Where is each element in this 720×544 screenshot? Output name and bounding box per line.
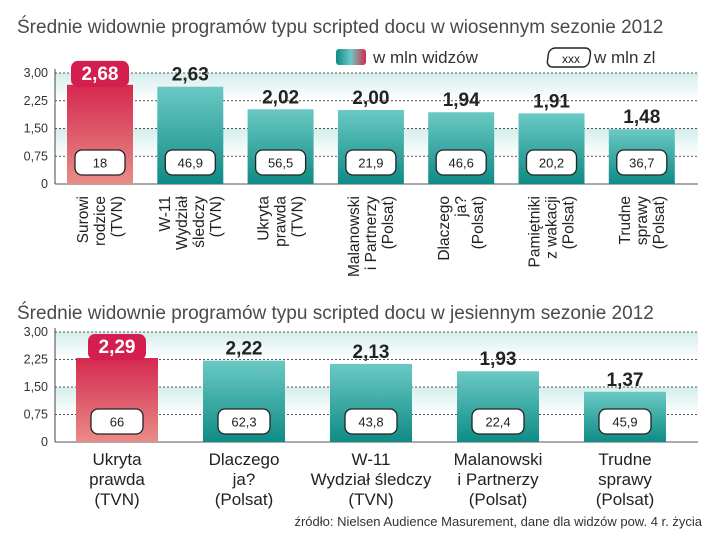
legend-money-box-text: xxx bbox=[562, 52, 580, 66]
value-label: 2,68 bbox=[82, 64, 119, 85]
category-label: (TVN) bbox=[290, 196, 307, 237]
value-label: 2,13 bbox=[353, 342, 390, 363]
autumn-2012-chart: 00,751,502,253,002,2966Ukrytaprawda(TVN)… bbox=[24, 325, 698, 509]
category-label: ja? bbox=[232, 470, 256, 489]
category-label: Malanowski bbox=[346, 196, 363, 277]
money-label: 46,6 bbox=[449, 156, 474, 171]
category-label: (Polsat) bbox=[651, 196, 668, 249]
category-label: W-11 bbox=[157, 196, 174, 232]
money-box bbox=[217, 408, 271, 435]
category-label: Dlaczego bbox=[436, 196, 453, 261]
money-box bbox=[74, 149, 126, 176]
category-label: Wydział bbox=[174, 195, 191, 250]
chart1-title: Średnie widownie programów typu scripted… bbox=[17, 16, 663, 38]
y-tick-label: 0,75 bbox=[24, 408, 48, 422]
category-label: (TVN) bbox=[94, 490, 139, 509]
category-label: Trudne bbox=[617, 196, 634, 245]
money-label: 22,4 bbox=[485, 415, 510, 430]
category-label: prawda bbox=[273, 196, 290, 247]
money-label: 20,2 bbox=[539, 156, 564, 171]
y-tick-label: 1,50 bbox=[24, 122, 48, 136]
value-label: 2,63 bbox=[172, 65, 209, 86]
category-label: (Polsat) bbox=[215, 490, 274, 509]
value-label-badge bbox=[88, 334, 146, 361]
category-label: (Polsat) bbox=[596, 490, 655, 509]
money-label: 66 bbox=[110, 415, 124, 430]
money-box bbox=[435, 149, 487, 176]
money-label: 21,9 bbox=[358, 156, 383, 171]
money-box bbox=[90, 408, 144, 435]
grid-band bbox=[55, 332, 698, 360]
y-tick-label: 0,75 bbox=[24, 149, 48, 163]
money-box bbox=[525, 149, 578, 176]
y-tick-label: 1,50 bbox=[24, 380, 48, 394]
category-label: ja? bbox=[453, 196, 470, 218]
money-label: 46,9 bbox=[178, 156, 203, 171]
y-tick-label: 3,00 bbox=[24, 325, 48, 339]
category-label: (TVN) bbox=[208, 196, 225, 237]
value-label: 1,48 bbox=[623, 107, 660, 128]
value-label-badge bbox=[71, 60, 129, 87]
category-label: (TVN) bbox=[109, 196, 126, 237]
value-label: 1,93 bbox=[480, 349, 517, 370]
y-tick-label: 2,25 bbox=[24, 353, 48, 367]
category-label: Surowi bbox=[75, 196, 92, 243]
category-label: Dlaczego bbox=[209, 450, 280, 469]
category-label: sprawy bbox=[598, 470, 652, 489]
money-label: 45,9 bbox=[612, 415, 637, 430]
category-label: i Partnerzy bbox=[363, 196, 380, 270]
y-tick-label: 3,00 bbox=[24, 66, 48, 80]
category-label: (Polsat) bbox=[561, 196, 578, 249]
value-label: 1,94 bbox=[443, 90, 480, 111]
legend-viewers-swatch bbox=[336, 49, 366, 65]
category-label: prawda bbox=[89, 470, 145, 489]
legend-money-label: w mln zl bbox=[593, 48, 655, 67]
source-note: źródło: Nielsen Audience Masurement, dan… bbox=[294, 514, 702, 529]
legend-viewers-label: w mln widzów bbox=[372, 48, 479, 67]
category-label: z wakacji bbox=[544, 196, 561, 259]
category-label: Malanowski bbox=[454, 450, 543, 469]
value-label: 2,00 bbox=[352, 88, 389, 109]
value-label: 2,22 bbox=[226, 339, 263, 360]
money-box bbox=[616, 149, 668, 176]
money-label: 43,8 bbox=[358, 415, 383, 430]
category-label: (TVN) bbox=[348, 490, 393, 509]
category-label: (Polsat) bbox=[469, 490, 528, 509]
category-label: Ukryta bbox=[256, 196, 273, 241]
y-tick-label: 0 bbox=[41, 435, 48, 449]
category-label: Wydział śledczy bbox=[311, 470, 432, 489]
money-box bbox=[164, 149, 216, 176]
money-box bbox=[345, 149, 397, 176]
y-tick-label: 0 bbox=[41, 177, 48, 191]
category-label: W-11 bbox=[351, 450, 390, 469]
legend-money-box bbox=[546, 47, 592, 68]
money-box bbox=[598, 408, 652, 435]
value-label: 1,37 bbox=[607, 370, 644, 391]
category-label: rodzice bbox=[92, 196, 109, 246]
category-label: śledczy bbox=[191, 196, 208, 248]
money-box bbox=[344, 408, 398, 435]
category-label: Pamiętniki bbox=[527, 196, 544, 268]
category-label: (Polsat) bbox=[470, 196, 487, 249]
value-label: 1,91 bbox=[533, 91, 570, 112]
money-label: 18 bbox=[93, 156, 107, 171]
money-box bbox=[254, 149, 307, 176]
money-label: 36,7 bbox=[629, 156, 654, 171]
chart2-title: Średnie widownie programów typu scripted… bbox=[17, 302, 654, 324]
category-label: Trudne bbox=[598, 450, 651, 469]
category-label: sprawy bbox=[634, 196, 651, 245]
legend: w mln widzów xxx w mln zl bbox=[336, 47, 655, 68]
value-label: 2,02 bbox=[262, 87, 299, 108]
money-label: 56,5 bbox=[268, 156, 293, 171]
money-label: 62,3 bbox=[231, 415, 256, 430]
category-label: (Polsat) bbox=[380, 196, 397, 249]
category-label: i Partnerzy bbox=[457, 470, 539, 489]
money-box bbox=[471, 408, 525, 435]
category-label: Ukryta bbox=[92, 450, 142, 469]
y-tick-label: 2,25 bbox=[24, 94, 48, 108]
value-label: 2,29 bbox=[99, 337, 136, 358]
